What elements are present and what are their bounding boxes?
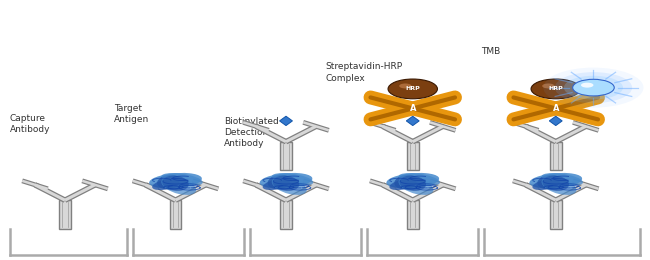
- Circle shape: [531, 79, 580, 99]
- Text: Biotinylated
Detection
Antibody: Biotinylated Detection Antibody: [224, 117, 279, 148]
- Polygon shape: [280, 116, 292, 126]
- Ellipse shape: [268, 175, 291, 189]
- Ellipse shape: [272, 177, 307, 195]
- Ellipse shape: [263, 179, 290, 190]
- Text: Capture
Antibody: Capture Antibody: [10, 114, 50, 134]
- Text: Target
Antigen: Target Antigen: [114, 104, 149, 124]
- Circle shape: [581, 83, 593, 88]
- Bar: [170, 200, 181, 229]
- Ellipse shape: [398, 177, 434, 195]
- Ellipse shape: [541, 177, 577, 195]
- Ellipse shape: [529, 173, 582, 188]
- Circle shape: [388, 79, 437, 99]
- Text: A: A: [552, 105, 559, 113]
- Ellipse shape: [161, 177, 196, 195]
- Circle shape: [543, 68, 644, 108]
- Ellipse shape: [272, 173, 313, 186]
- Bar: [550, 200, 562, 229]
- Ellipse shape: [386, 173, 439, 188]
- Text: HRP: HRP: [406, 86, 420, 92]
- Circle shape: [555, 72, 632, 103]
- Polygon shape: [406, 116, 419, 126]
- Circle shape: [573, 79, 614, 96]
- Ellipse shape: [543, 176, 569, 191]
- Ellipse shape: [395, 175, 418, 189]
- Bar: [59, 200, 71, 229]
- Ellipse shape: [152, 179, 179, 190]
- Bar: [550, 142, 562, 170]
- Ellipse shape: [398, 173, 440, 186]
- Bar: [280, 142, 292, 170]
- Ellipse shape: [259, 173, 313, 188]
- Ellipse shape: [161, 173, 203, 186]
- Ellipse shape: [149, 173, 202, 188]
- Circle shape: [399, 83, 411, 88]
- Circle shape: [564, 76, 623, 100]
- Text: Streptavidin-HRP
Complex: Streptavidin-HRP Complex: [325, 62, 402, 82]
- Ellipse shape: [541, 173, 583, 186]
- Ellipse shape: [273, 176, 299, 191]
- Ellipse shape: [538, 175, 561, 189]
- Ellipse shape: [389, 179, 417, 190]
- Ellipse shape: [162, 176, 188, 191]
- Ellipse shape: [157, 175, 181, 189]
- Bar: [407, 200, 419, 229]
- Circle shape: [542, 83, 554, 88]
- Text: TMB: TMB: [481, 47, 500, 56]
- Text: HRP: HRP: [549, 86, 563, 92]
- Text: A: A: [410, 105, 416, 113]
- Ellipse shape: [532, 179, 560, 190]
- Bar: [407, 142, 419, 170]
- Ellipse shape: [400, 176, 426, 191]
- Polygon shape: [549, 116, 562, 126]
- Bar: [280, 200, 292, 229]
